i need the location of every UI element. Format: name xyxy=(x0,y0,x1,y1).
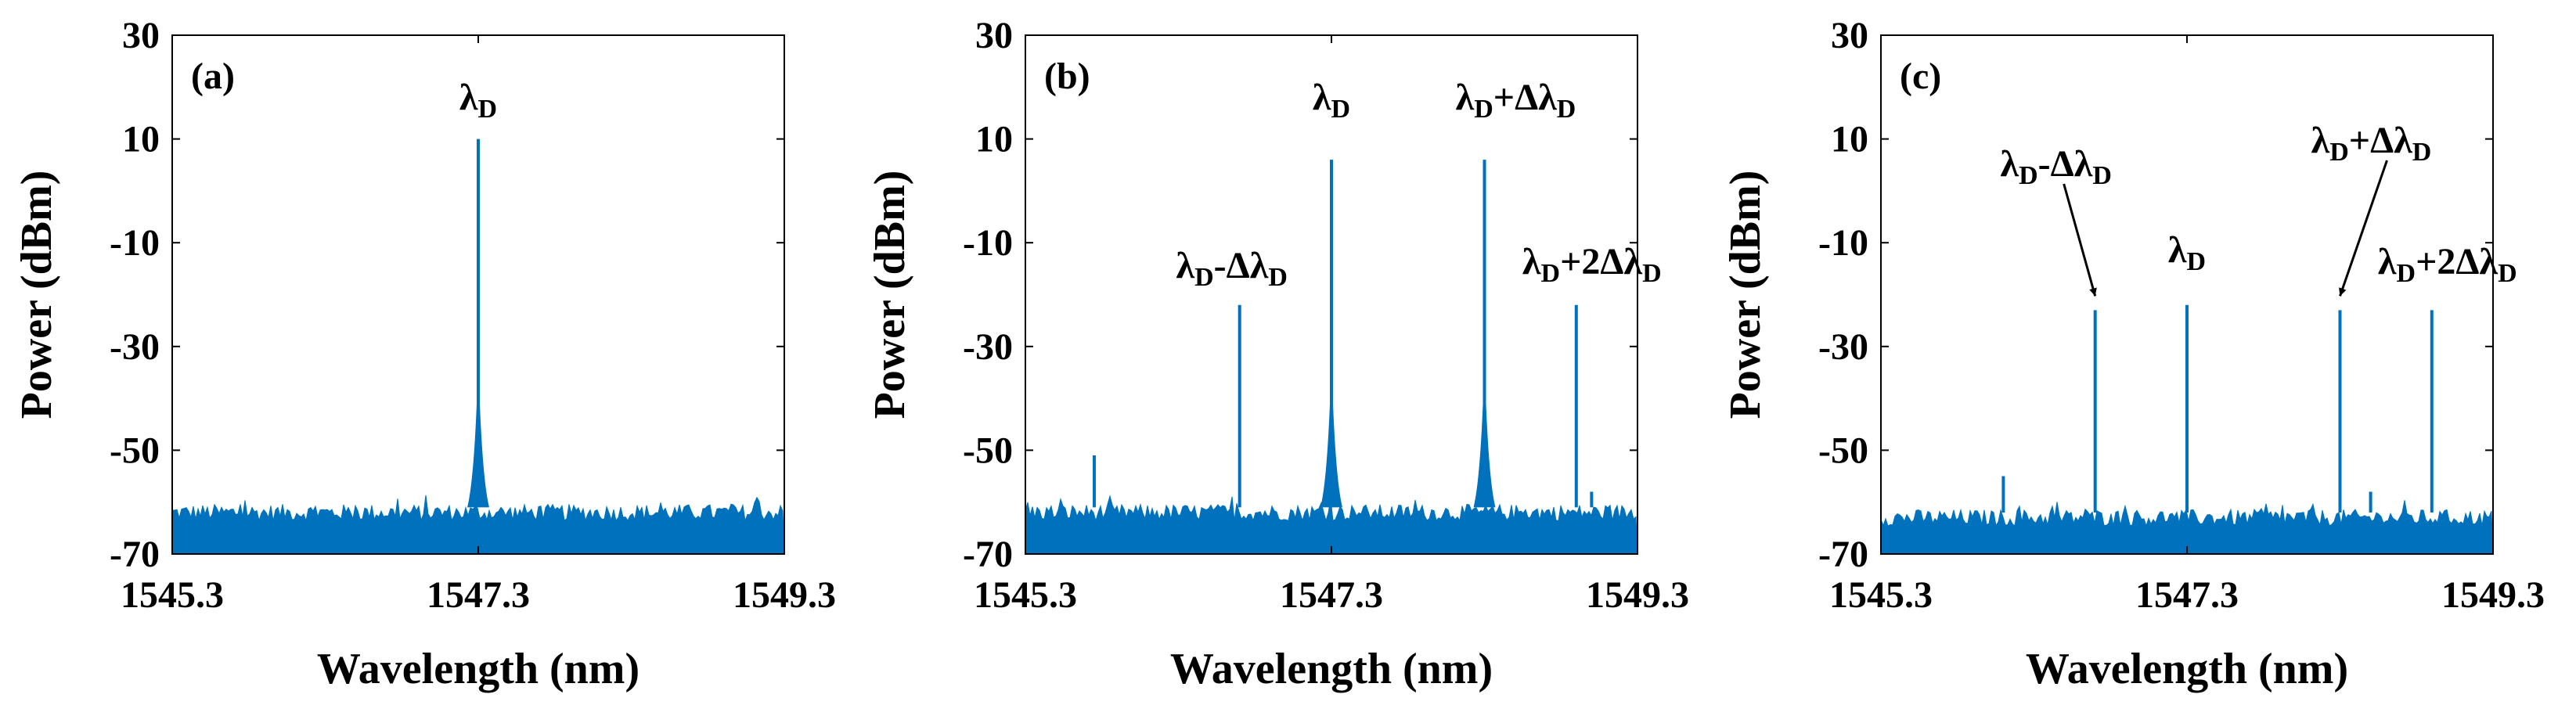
x-tick-label: 1547.3 xyxy=(2135,574,2239,616)
x-axis-title: Wavelength (nm) xyxy=(1170,645,1493,693)
peak-label: λD+ΔλD xyxy=(2311,120,2432,167)
peak-label-part: D xyxy=(1194,263,1214,292)
x-tick-label: 1549.3 xyxy=(2441,574,2545,616)
peak-label-part: D xyxy=(2412,138,2432,167)
peak-label-part: λ xyxy=(2001,143,2019,185)
peak-label-part: +2Δλ xyxy=(2416,241,2498,282)
peak-label-part: -Δλ xyxy=(2038,143,2093,185)
peak-label-part: +Δλ xyxy=(2349,120,2412,161)
peak-label-part: -Δλ xyxy=(1214,245,1269,286)
y-tick-label: -10 xyxy=(963,222,1013,264)
peak-label-part: +2Δλ xyxy=(1560,241,1642,282)
peak-label-part: λ xyxy=(2378,241,2397,282)
y-tick-label: -30 xyxy=(110,326,160,368)
peak-label: λD xyxy=(2168,229,2206,276)
x-tick-label: 1549.3 xyxy=(733,574,836,616)
peak-label-part: D xyxy=(2019,161,2038,190)
peak-label-part: +Δλ xyxy=(1493,77,1557,118)
x-tick-label: 1545.3 xyxy=(974,574,1077,616)
x-axis-title: Wavelength (nm) xyxy=(317,645,639,693)
y-tick-label: 10 xyxy=(975,119,1013,160)
peak-skirt xyxy=(1473,357,1496,508)
y-tick-label: -10 xyxy=(110,222,160,264)
y-tick-label: -30 xyxy=(1818,326,1868,368)
y-axis-title: Power (dBm) xyxy=(1721,171,1770,419)
peak-label-part: λ xyxy=(1313,77,1331,118)
peak-label-part: D xyxy=(2187,247,2207,276)
noise-floor xyxy=(1025,495,1638,555)
peak-label-part: D xyxy=(478,95,498,124)
peak-label-part: λ xyxy=(1522,241,1541,282)
peak-label-part: D xyxy=(1541,259,1561,288)
x-tick-label: 1545.3 xyxy=(121,574,224,616)
x-tick-label: 1549.3 xyxy=(1586,574,1689,616)
peak-label-part: D xyxy=(2397,259,2416,288)
y-tick-label: 30 xyxy=(975,15,1013,56)
peak-label: λD+2ΔλD xyxy=(1522,241,1662,288)
y-tick-label: 10 xyxy=(122,119,160,160)
panel-label: (b) xyxy=(1044,56,1090,97)
peak-label-part: D xyxy=(2092,161,2112,190)
y-tick-label: -30 xyxy=(963,326,1013,368)
y-tick-label: -10 xyxy=(1818,222,1868,264)
peak-label: λD xyxy=(459,77,497,124)
x-axis-title: Wavelength (nm) xyxy=(2026,645,2348,693)
y-tick-label: 30 xyxy=(122,15,160,56)
noise-floor xyxy=(171,495,785,555)
y-tick-label: -70 xyxy=(110,534,160,575)
peak-label-part: λ xyxy=(459,77,478,118)
y-tick-label: -70 xyxy=(1818,534,1868,575)
panel-c: λD-ΔλDλDλD+ΔλDλD+2ΔλD3010-10-30-50-70154… xyxy=(1721,15,2545,693)
peak-label-part: λ xyxy=(1456,77,1475,118)
peak-label-part: D xyxy=(1268,263,1288,292)
annotation-arrow xyxy=(2339,160,2388,297)
y-tick-label: -50 xyxy=(963,430,1013,471)
peak-label-part: D xyxy=(1557,95,1576,124)
y-tick-label: 30 xyxy=(1831,15,1868,56)
peak-label-part: D xyxy=(2329,138,2349,167)
panel-label: (c) xyxy=(1900,56,1941,97)
peak-label-part: λ xyxy=(1176,245,1195,286)
x-tick-label: 1547.3 xyxy=(1280,574,1383,616)
x-tick-label: 1545.3 xyxy=(1829,574,1933,616)
peak-label: λD xyxy=(1313,77,1350,124)
peak-label: λD+ΔλD xyxy=(1456,77,1576,124)
peak-skirt xyxy=(1320,357,1342,508)
peak-skirt xyxy=(467,357,489,508)
panel-label: (a) xyxy=(191,56,235,97)
y-tick-label: 10 xyxy=(1831,119,1868,160)
peak-label: λD-ΔλD xyxy=(2001,143,2112,190)
peak-label-part: λ xyxy=(2311,120,2330,161)
x-tick-label: 1547.3 xyxy=(427,574,530,616)
y-tick-label: -70 xyxy=(963,534,1013,575)
y-axis-title: Power (dBm) xyxy=(13,171,61,419)
peak-label: λD-ΔλD xyxy=(1176,245,1288,292)
y-axis-title: Power (dBm) xyxy=(866,171,914,419)
peak-label: λD+2ΔλD xyxy=(2378,241,2517,288)
annotation-arrow xyxy=(2063,183,2097,297)
peak-label-part: D xyxy=(1331,95,1351,124)
peak-label-part: λ xyxy=(2168,229,2187,271)
peak-label-part: D xyxy=(1642,259,1662,288)
peak-label-part: D xyxy=(1474,95,1493,124)
y-tick-label: -50 xyxy=(1818,430,1868,471)
noise-floor xyxy=(1880,500,2494,555)
peak-label-part: D xyxy=(2498,259,2517,288)
y-tick-label: -50 xyxy=(110,430,160,471)
